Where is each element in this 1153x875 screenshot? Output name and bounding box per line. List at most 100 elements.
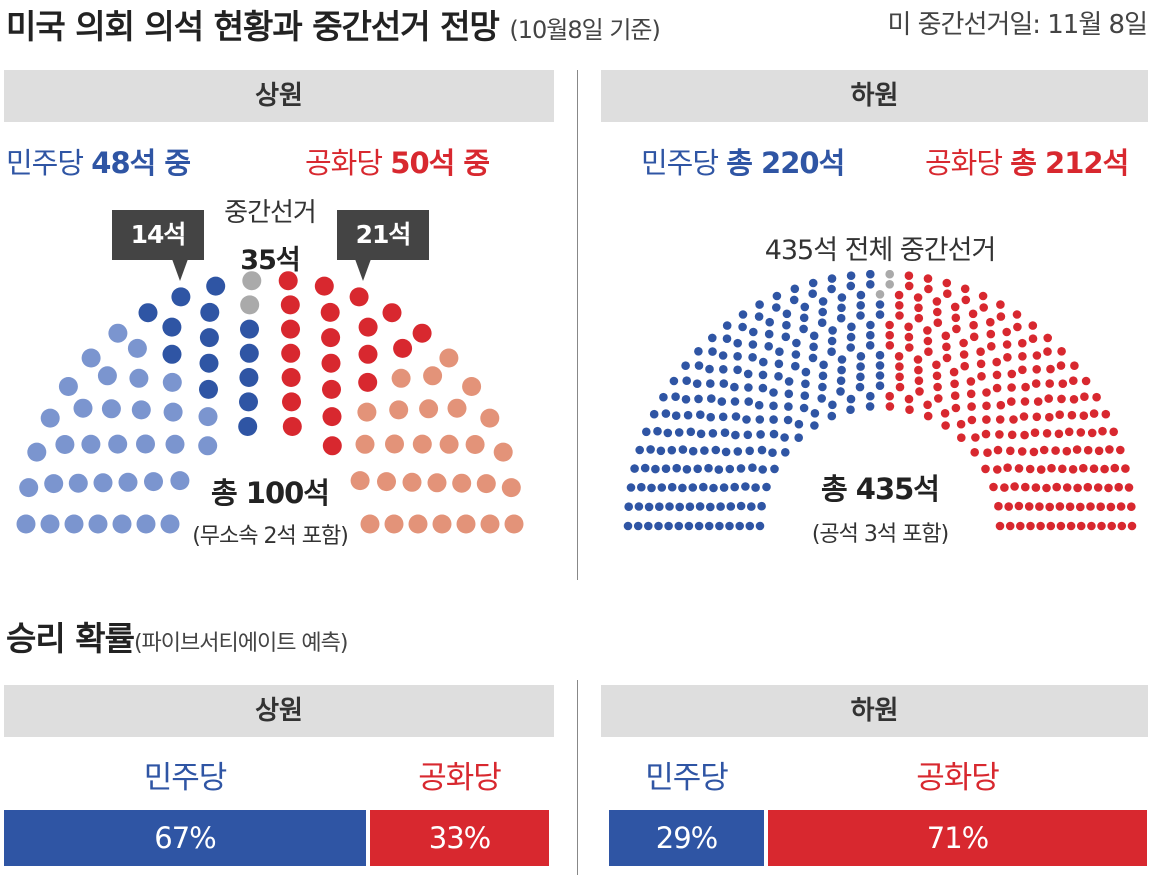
seat-rep xyxy=(952,324,961,334)
seat-dem_up xyxy=(138,303,158,323)
seat-dem xyxy=(730,382,739,392)
seat-dem xyxy=(754,400,764,410)
seat-dem xyxy=(694,347,703,356)
seat-dem xyxy=(758,465,767,474)
seat-rep xyxy=(960,361,969,371)
seat-dem xyxy=(855,382,865,392)
seat-rep xyxy=(1081,376,1091,386)
senate-dem-callout-tail xyxy=(172,259,188,281)
seat-dem xyxy=(818,307,827,317)
seat-dem xyxy=(794,433,803,442)
seat-dem xyxy=(819,360,828,370)
seat-dem xyxy=(827,336,837,346)
seat-rep_up xyxy=(278,271,298,291)
seat-dem xyxy=(647,483,656,493)
seat-dem xyxy=(720,428,730,437)
seat-dem xyxy=(846,271,856,280)
house-dem-value: 총 220석 xyxy=(726,146,845,180)
seat-dem_not_up xyxy=(19,478,39,498)
seat-rep xyxy=(1064,427,1074,437)
seat-dem xyxy=(818,297,828,306)
seat-rep_not_up xyxy=(412,434,432,454)
seat-dem xyxy=(769,415,778,424)
seat-dem xyxy=(744,383,753,392)
seat-dem xyxy=(718,412,728,422)
seat-dem_up xyxy=(239,343,259,363)
probability-title-text: 승리 확률 xyxy=(6,619,135,658)
seat-rep xyxy=(1069,376,1078,385)
seat-rep xyxy=(1003,353,1012,362)
seat-dem xyxy=(749,327,758,337)
seat-rep xyxy=(971,433,980,442)
seat-dem xyxy=(790,284,800,294)
seat-dem xyxy=(637,482,646,492)
seat-dem xyxy=(693,464,702,474)
seat-dem xyxy=(651,464,660,474)
seat-independent xyxy=(242,271,262,291)
seat-dem xyxy=(865,341,875,350)
seat-rep xyxy=(996,400,1006,410)
seat-dem xyxy=(865,402,875,411)
seat-rep xyxy=(1083,482,1093,492)
house-total-note: (공석 3석 포함) xyxy=(811,522,949,547)
seat-rep xyxy=(982,401,991,411)
seat-rep xyxy=(983,448,992,457)
seat-dem xyxy=(725,521,734,531)
seat-dem xyxy=(755,300,764,309)
seat-rep xyxy=(1042,483,1051,493)
seat-dem xyxy=(757,445,767,455)
seat-dem xyxy=(837,365,846,375)
seat-rep_up xyxy=(412,323,432,343)
seat-rep xyxy=(923,400,932,410)
seat-rep xyxy=(1055,410,1064,419)
seat-dem_up xyxy=(239,392,258,412)
seat-rep_not_up xyxy=(447,398,467,418)
seat-rep xyxy=(1007,369,1017,379)
seat-dem xyxy=(699,482,708,492)
seat-dem xyxy=(644,502,654,512)
seat-rep xyxy=(1039,445,1049,455)
seat-rep xyxy=(932,297,942,306)
seat-dem_not_up xyxy=(58,377,78,396)
prob-senate-dem-bar: 67% xyxy=(4,810,366,866)
seat-rep xyxy=(970,448,979,457)
seat-rep xyxy=(914,376,924,385)
seat-dem xyxy=(846,281,856,291)
seat-dem xyxy=(800,302,810,312)
seat-rep xyxy=(1062,446,1072,456)
seat-dem xyxy=(721,447,731,457)
seat-dem_not_up xyxy=(127,338,147,358)
seat-dem xyxy=(758,370,768,380)
seat-rep xyxy=(1080,392,1089,401)
seat-dem xyxy=(742,415,751,424)
seat-dem_up xyxy=(171,287,191,307)
seat-dem xyxy=(875,381,885,390)
seat-rep xyxy=(996,312,1006,321)
seat-rep_not_up xyxy=(439,434,459,454)
election-day: 미 중간선거일: 11월 8일 xyxy=(887,10,1148,40)
seat-dem xyxy=(717,397,727,406)
seat-rep xyxy=(1127,502,1136,511)
seat-dem xyxy=(875,300,885,309)
seat-rep xyxy=(1030,428,1040,437)
seat-dem xyxy=(748,463,757,472)
seat-dem xyxy=(743,430,753,440)
seat-rep xyxy=(1104,483,1113,493)
seat-rep xyxy=(1073,483,1082,493)
seat-dem_not_up xyxy=(81,434,101,454)
seat-dem xyxy=(706,502,715,512)
seat-dem xyxy=(847,322,856,332)
seat-rep xyxy=(1020,397,1030,406)
house-dem-prefix: 민주당 xyxy=(641,146,727,180)
seat-dem_not_up xyxy=(16,514,36,534)
seat-dem xyxy=(846,394,856,404)
seat-dem xyxy=(669,376,679,386)
seat-dem xyxy=(688,483,698,492)
seat-dem xyxy=(755,521,765,531)
seat-rep_not_up xyxy=(384,514,404,534)
seat-rep xyxy=(1096,502,1105,511)
seat-rep_up xyxy=(358,317,378,337)
senate-dem-prefix: 민주당 xyxy=(6,146,92,180)
prob-house-rep-bar: 71% xyxy=(768,810,1147,866)
seat-dem xyxy=(875,350,885,360)
